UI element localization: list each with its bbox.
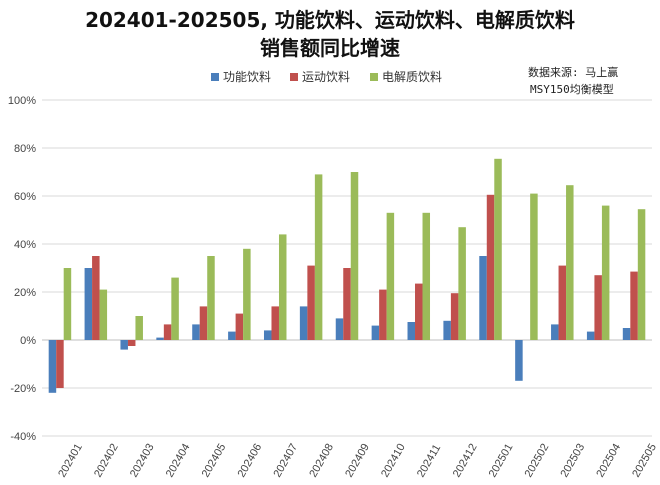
- bar: [135, 316, 143, 340]
- y-tick-label: 100%: [8, 95, 36, 107]
- bar: [171, 277, 179, 340]
- x-tick-label: 202501: [487, 442, 516, 480]
- legend-swatch: [290, 73, 298, 81]
- bar: [407, 322, 416, 340]
- bar: [271, 306, 279, 340]
- bar: [415, 283, 423, 340]
- x-tick-label: 202403: [128, 442, 157, 480]
- x-tick-label: 202410: [379, 442, 408, 480]
- y-tick-label: 0%: [20, 335, 36, 347]
- source-line1: 数据来源: 马上赢: [528, 65, 618, 79]
- bar: [84, 268, 93, 340]
- legend-label: 电解质饮料: [382, 70, 442, 84]
- bar: [494, 158, 502, 340]
- x-tick-label: 202402: [92, 442, 121, 480]
- source-line2: MSY150均衡模型: [530, 82, 614, 96]
- y-tick-label: 60%: [14, 191, 36, 203]
- bars: [48, 158, 646, 393]
- chart-title-line2: 销售额同比增速: [260, 36, 400, 60]
- x-tick-label: 202407: [271, 442, 300, 480]
- bar: [92, 256, 100, 340]
- bar: [601, 205, 610, 340]
- bar: [622, 328, 631, 340]
- bar: [594, 275, 602, 340]
- bar: [63, 268, 72, 340]
- bar: [343, 268, 351, 340]
- bar: [371, 325, 380, 340]
- x-tick-label: 202411: [415, 442, 443, 479]
- bar: [228, 331, 236, 340]
- x-tick-label: 202401: [56, 442, 85, 480]
- bar: [450, 293, 459, 340]
- bar: [458, 227, 466, 340]
- legend: 功能饮料 运动饮料 电解质饮料: [211, 70, 442, 84]
- bar: [637, 209, 646, 340]
- legend-label: 功能饮料: [223, 70, 271, 84]
- bar: [630, 271, 638, 340]
- bar: [243, 248, 251, 340]
- y-tick-label: -20%: [10, 383, 36, 395]
- bar: [515, 340, 523, 381]
- legend-swatch: [370, 73, 378, 81]
- bar: [386, 212, 395, 340]
- y-tick-label: 40%: [14, 239, 36, 251]
- bar: [278, 234, 287, 340]
- bar: [156, 337, 164, 340]
- bar: [551, 324, 559, 340]
- bar: [335, 318, 344, 340]
- bar: [263, 330, 272, 340]
- bar: [127, 340, 136, 346]
- x-tick-label: 202504: [594, 442, 623, 480]
- bar: [422, 212, 431, 340]
- bar: [314, 174, 323, 340]
- x-tick-label: 202503: [558, 442, 587, 480]
- legend-swatch: [211, 73, 219, 81]
- bar: [207, 256, 215, 340]
- bar: [120, 340, 128, 350]
- bar: [479, 256, 487, 340]
- bar: [299, 306, 308, 340]
- bar: [566, 185, 574, 340]
- bar: [558, 265, 567, 340]
- x-axis: 202401 202402 202403 202404 202405 202406 2024…: [56, 442, 659, 480]
- bar: [350, 172, 359, 340]
- x-tick-label: 202406: [236, 442, 265, 480]
- bar: [48, 340, 57, 393]
- bar: [56, 340, 64, 388]
- legend-label: 运动饮料: [302, 70, 350, 84]
- x-tick-label: 202408: [307, 442, 336, 480]
- bar: [307, 265, 315, 340]
- x-tick-label: 202505: [630, 442, 659, 480]
- y-tick-label: 80%: [14, 143, 36, 155]
- bar: [586, 331, 595, 340]
- chart-title-line1: 202401-202505, 功能饮料、运动饮料、电解质饮料: [85, 8, 575, 32]
- x-tick-label: 202412: [451, 442, 480, 480]
- bar: [443, 320, 451, 340]
- bar: [199, 306, 208, 340]
- y-axis: -40% -20% 0% 20% 40% 60% 80% 100%: [8, 95, 36, 443]
- bar: [192, 324, 200, 340]
- bar: [486, 194, 495, 340]
- bar: [99, 289, 108, 340]
- x-tick-label: 202404: [164, 442, 193, 480]
- x-tick-label: 202405: [200, 442, 229, 480]
- bar: [530, 193, 538, 340]
- y-tick-label: -40%: [10, 431, 36, 443]
- y-tick-label: 20%: [14, 287, 36, 299]
- x-tick-label: 202409: [343, 442, 372, 480]
- bar: [163, 324, 172, 340]
- x-tick-label: 202502: [523, 442, 552, 480]
- bar: [379, 289, 387, 340]
- bar: [235, 313, 244, 340]
